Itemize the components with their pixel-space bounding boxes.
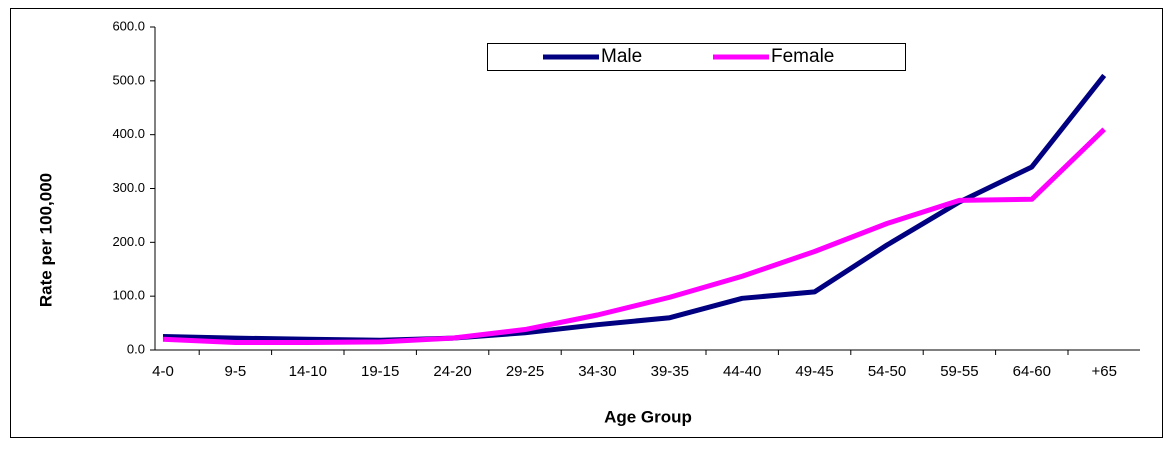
- y-tick-label: 400.0: [112, 126, 145, 141]
- legend-label: Male: [601, 46, 642, 67]
- x-tick-label: 59-55: [940, 363, 978, 380]
- chart-border: [10, 8, 1163, 438]
- y-axis-label: Rate per 100,000: [36, 173, 55, 307]
- x-axis-label: Age Group: [604, 407, 692, 426]
- x-tick-label: 24-20: [433, 363, 471, 380]
- y-tick-label: 200.0: [112, 234, 145, 249]
- x-tick-label: 64-60: [1013, 363, 1051, 380]
- line-series: [162, 127, 1106, 345]
- y-tick-label: 600.0: [112, 18, 145, 33]
- x-tick-label: 44-40: [723, 363, 761, 380]
- x-tick-label: 14-10: [289, 363, 327, 380]
- x-tick-label: 29-25: [506, 363, 544, 380]
- x-tick-label: 39-35: [651, 363, 689, 380]
- line-series: [162, 73, 1107, 343]
- x-tick-label: 49-45: [795, 363, 833, 380]
- x-tick-label: 54-50: [868, 363, 906, 380]
- x-tick-label: 34-30: [578, 363, 616, 380]
- x-tick-label: 4-0: [152, 363, 174, 380]
- y-tick-label: 0.0: [127, 341, 145, 356]
- x-tick-label: +65: [1091, 363, 1116, 380]
- y-tick-label: 300.0: [112, 180, 145, 195]
- y-tick-label: 500.0: [112, 72, 145, 87]
- x-tick-label: 19-15: [361, 363, 399, 380]
- y-tick-label: 100.0: [112, 288, 145, 303]
- legend-label: Female: [771, 46, 834, 67]
- x-tick-label: 9-5: [225, 363, 247, 380]
